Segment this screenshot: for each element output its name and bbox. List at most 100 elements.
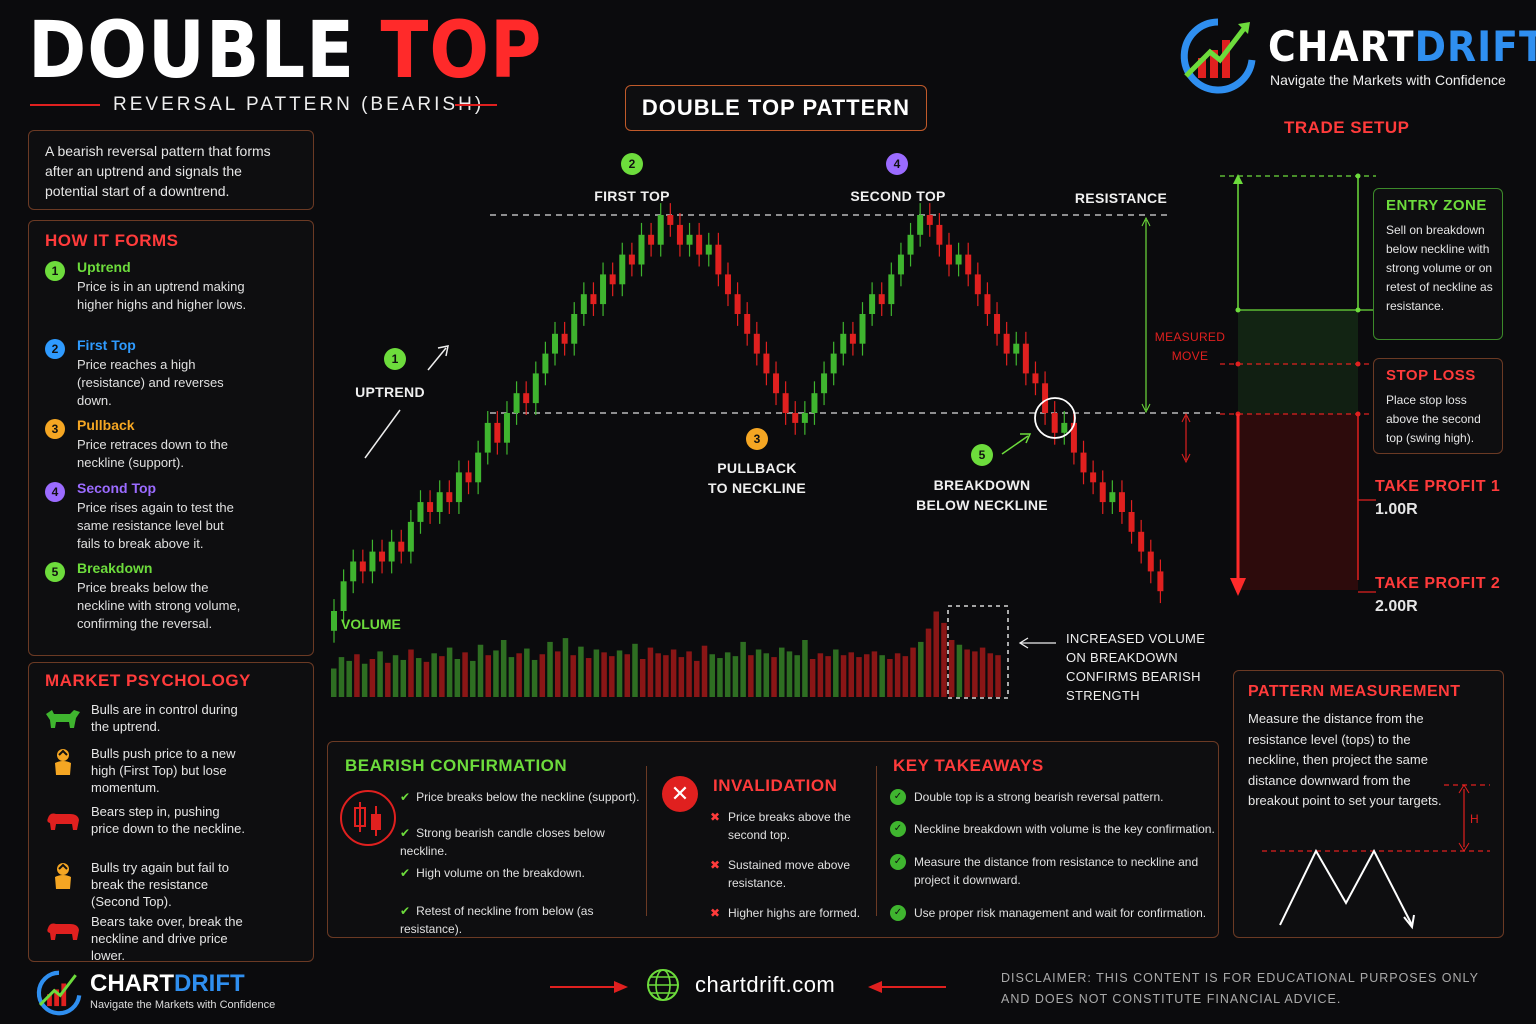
stop-loss-panel: STOP LOSS Place stop loss above the seco… (1373, 358, 1503, 454)
footer-brand-name: CHARTDRIFT (90, 970, 245, 998)
candle (773, 373, 780, 394)
cross-icon: ✖ (710, 810, 721, 824)
intro-text: A bearish reversal pattern that forms af… (45, 143, 271, 199)
candle (609, 274, 616, 285)
volume-bar (570, 655, 576, 697)
check-circle-icon: ✓ (890, 854, 906, 870)
volume-bar (763, 653, 770, 697)
confirmation-text: High volume on the breakdown. (416, 866, 585, 880)
candle (455, 472, 462, 503)
volume-note-2: ON BREAKDOWN (1066, 650, 1178, 665)
volume-bar (964, 649, 970, 697)
volume-bar (616, 650, 623, 697)
psychology-text: Bears take over, break the neckline and … (91, 914, 243, 963)
volume-bar (740, 641, 746, 697)
candle (379, 551, 386, 562)
candle (696, 234, 703, 255)
candle (552, 333, 559, 354)
tp2-title: TAKE PROFIT 2 (1375, 575, 1501, 592)
confirmation-text: Price breaks below the neckline (support… (416, 790, 640, 804)
volume-bar (910, 647, 916, 697)
psychology-text: Bulls push price to a new high (First To… (91, 746, 236, 795)
candle (1061, 422, 1068, 433)
step-number-badge: 5 (45, 562, 65, 582)
candle (1003, 333, 1010, 354)
arrow-head (1181, 453, 1191, 464)
check-circle-icon: ✓ (890, 905, 906, 921)
volume-bar (987, 653, 994, 697)
globe-icon (646, 968, 680, 1002)
volume-bar (902, 656, 909, 697)
volume-bar (848, 652, 855, 697)
candle (1051, 413, 1058, 433)
step-3: 3 Pullback Price retraces down to the neck… (45, 417, 305, 491)
candle (417, 502, 424, 522)
candle-icon (340, 790, 396, 846)
step-description: Price retraces down to the neckline (sup… (77, 437, 229, 470)
takeaway-item: ✓ Neckline breakdown with volume is the k… (890, 820, 1216, 838)
candle (465, 472, 472, 483)
volume-note: INCREASED VOLUME ON BREAKDOWN CONFIRMS B… (1066, 629, 1205, 705)
step-2: 2 First Top Price reaches a high (resistan… (45, 337, 305, 411)
chartdrift-logo-icon (1180, 18, 1256, 94)
brand-name: CHARTDRIFT (1268, 22, 1536, 71)
candle (907, 234, 914, 255)
brand-logo (1176, 16, 1260, 96)
invalidation-title: INVALIDATION (713, 776, 838, 795)
candle (801, 413, 808, 423)
volume-bar (833, 649, 839, 697)
invalidation-item: ✖ Price breaks above the second top. (710, 808, 870, 844)
breakdown-highlight (1034, 397, 1076, 439)
volume-bar (385, 662, 391, 697)
candle (830, 353, 837, 374)
label-pullback-2: TO NECKLINE (708, 480, 806, 496)
confirmation-title: BEARISH CONFIRMATION (345, 756, 568, 775)
candle (436, 492, 443, 512)
confirmation-item: ✔ High volume on the breakdown. (400, 864, 645, 882)
footer-arrow-right (868, 981, 946, 993)
step-title: First Top (77, 337, 136, 353)
invalidation-item: ✖ Higher highs are formed. (710, 904, 870, 922)
volume-bar (578, 646, 584, 697)
tp1-value: 1.00R (1375, 501, 1418, 518)
volume-bar (717, 658, 723, 697)
candle (667, 215, 674, 225)
website-link[interactable]: chartdrift.com (695, 972, 836, 997)
volume-bar (601, 652, 607, 697)
candle (1032, 373, 1039, 384)
candle (869, 294, 876, 314)
cross-icon: ✖ (710, 906, 721, 920)
volume-bar (446, 647, 453, 697)
brand-tagline: Navigate the Markets with Confidence (1270, 72, 1506, 88)
entry-zone-title: ENTRY ZONE (1386, 197, 1487, 214)
candle (542, 353, 549, 374)
volume-bar (331, 668, 337, 697)
candle (821, 373, 828, 394)
volume-bar (701, 645, 708, 697)
volume-bar (547, 641, 553, 697)
uptrend-line (364, 409, 401, 459)
candle (974, 274, 981, 295)
volume-bar (338, 657, 345, 697)
candle (369, 551, 376, 572)
volume-bar (609, 656, 615, 697)
page-subtitle: REVERSAL PATTERN (BEARISH) (113, 94, 485, 115)
chart-title-box: DOUBLE TOP PATTERN (625, 85, 927, 131)
volume-bar (361, 663, 368, 697)
volume-bar (694, 660, 700, 697)
trade-setup-diagram (1220, 173, 1376, 596)
volume-bar (840, 655, 847, 697)
step-5: 5 Breakdown Price breaks below the necklin… (45, 560, 305, 634)
volume-bar (431, 653, 437, 697)
disclaimer-2: AND DOES NOT CONSTITUTE FINANCIAL ADVICE… (1001, 992, 1342, 1006)
step-number-badge: 2 (45, 339, 65, 359)
candle (782, 393, 789, 413)
candle (1109, 492, 1116, 503)
step-title: Breakdown (77, 560, 153, 576)
marker-1: 1 (384, 348, 406, 370)
takeaway-item: ✓ Measure the distance from resistance to… (890, 853, 1216, 889)
volume-bar (531, 659, 538, 697)
candle (1118, 492, 1125, 512)
marker-4: 4 (886, 153, 908, 175)
arrow-head (1141, 403, 1151, 414)
